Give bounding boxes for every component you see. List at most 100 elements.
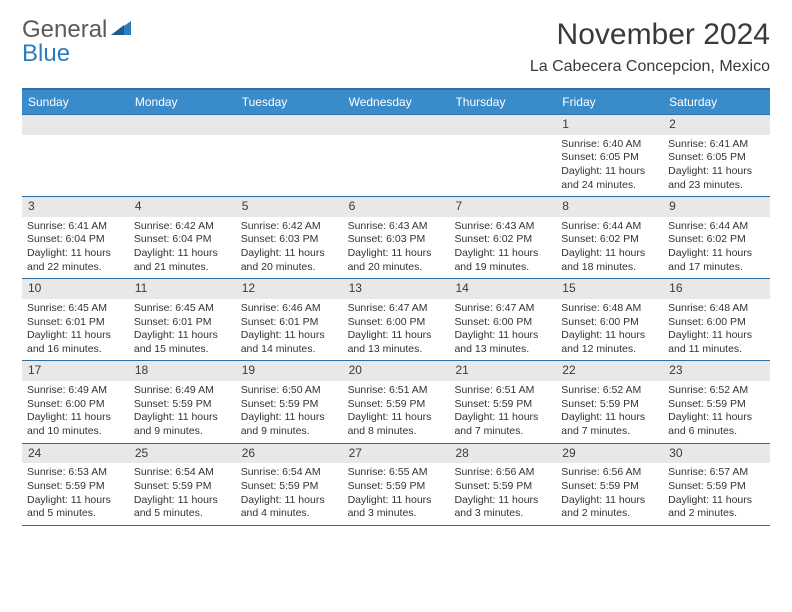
daylight-text: Daylight: 11 hours and 5 minutes. — [27, 494, 124, 521]
title-block: November 2024 La Cabecera Concepcion, Me… — [530, 18, 770, 76]
sunrise-text: Sunrise: 6:56 AM — [454, 466, 551, 480]
sunrise-text: Sunrise: 6:42 AM — [241, 220, 338, 234]
day-content: Sunrise: 6:49 AMSunset: 5:59 PMDaylight:… — [129, 381, 236, 443]
sunrise-text: Sunrise: 6:53 AM — [27, 466, 124, 480]
day-number: 7 — [449, 197, 556, 217]
day-number: 12 — [236, 279, 343, 299]
calendar-cell: 18Sunrise: 6:49 AMSunset: 5:59 PMDayligh… — [129, 361, 236, 442]
sunrise-text: Sunrise: 6:50 AM — [241, 384, 338, 398]
day-content: Sunrise: 6:43 AMSunset: 6:03 PMDaylight:… — [343, 217, 450, 279]
day-number: 26 — [236, 444, 343, 464]
sunset-text: Sunset: 6:00 PM — [348, 316, 445, 330]
daylight-text: Daylight: 11 hours and 9 minutes. — [241, 411, 338, 438]
day-content: Sunrise: 6:42 AMSunset: 6:04 PMDaylight:… — [129, 217, 236, 279]
day-number: 9 — [663, 197, 770, 217]
weekday-header: Monday — [129, 90, 236, 114]
sunrise-text: Sunrise: 6:56 AM — [561, 466, 658, 480]
day-content: Sunrise: 6:44 AMSunset: 6:02 PMDaylight:… — [556, 217, 663, 279]
day-number-empty — [22, 115, 129, 135]
sunset-text: Sunset: 6:01 PM — [27, 316, 124, 330]
daylight-text: Daylight: 11 hours and 7 minutes. — [561, 411, 658, 438]
calendar-cell — [449, 115, 556, 196]
sunset-text: Sunset: 6:05 PM — [561, 151, 658, 165]
sunset-text: Sunset: 5:59 PM — [241, 398, 338, 412]
daylight-text: Daylight: 11 hours and 6 minutes. — [668, 411, 765, 438]
daylight-text: Daylight: 11 hours and 18 minutes. — [561, 247, 658, 274]
day-number: 20 — [343, 361, 450, 381]
calendar-cell: 11Sunrise: 6:45 AMSunset: 6:01 PMDayligh… — [129, 279, 236, 360]
calendar-cell: 7Sunrise: 6:43 AMSunset: 6:02 PMDaylight… — [449, 197, 556, 278]
sunrise-text: Sunrise: 6:45 AM — [134, 302, 231, 316]
day-content: Sunrise: 6:46 AMSunset: 6:01 PMDaylight:… — [236, 299, 343, 361]
calendar-cell: 24Sunrise: 6:53 AMSunset: 5:59 PMDayligh… — [22, 444, 129, 525]
sunset-text: Sunset: 5:59 PM — [454, 480, 551, 494]
sunrise-text: Sunrise: 6:54 AM — [134, 466, 231, 480]
calendar-cell: 4Sunrise: 6:42 AMSunset: 6:04 PMDaylight… — [129, 197, 236, 278]
sunset-text: Sunset: 5:59 PM — [668, 398, 765, 412]
sunrise-text: Sunrise: 6:51 AM — [348, 384, 445, 398]
calendar-row: 10Sunrise: 6:45 AMSunset: 6:01 PMDayligh… — [22, 278, 770, 360]
sunset-text: Sunset: 6:02 PM — [668, 233, 765, 247]
calendar-cell: 30Sunrise: 6:57 AMSunset: 5:59 PMDayligh… — [663, 444, 770, 525]
daylight-text: Daylight: 11 hours and 13 minutes. — [348, 329, 445, 356]
daylight-text: Daylight: 11 hours and 22 minutes. — [27, 247, 124, 274]
day-content: Sunrise: 6:48 AMSunset: 6:00 PMDaylight:… — [663, 299, 770, 361]
sunset-text: Sunset: 6:02 PM — [454, 233, 551, 247]
sunrise-text: Sunrise: 6:48 AM — [561, 302, 658, 316]
day-number: 22 — [556, 361, 663, 381]
day-number: 17 — [22, 361, 129, 381]
daylight-text: Daylight: 11 hours and 13 minutes. — [454, 329, 551, 356]
calendar-cell: 5 Sunrise: 6:42 AMSunset: 6:03 PMDaylight… — [236, 197, 343, 278]
sunset-text: Sunset: 5:59 PM — [134, 480, 231, 494]
calendar-cell: 17Sunrise: 6:49 AMSunset: 6:00 PMDayligh… — [22, 361, 129, 442]
sunset-text: Sunset: 6:00 PM — [668, 316, 765, 330]
sunset-text: Sunset: 6:04 PM — [27, 233, 124, 247]
calendar-cell — [236, 115, 343, 196]
sunset-text: Sunset: 6:00 PM — [27, 398, 124, 412]
sunset-text: Sunset: 6:04 PM — [134, 233, 231, 247]
header: General Blue November 2024 La Cabecera C… — [22, 18, 770, 76]
sunrise-text: Sunrise: 6:52 AM — [561, 384, 658, 398]
sunrise-text: Sunrise: 6:45 AM — [27, 302, 124, 316]
day-number: 5 — [236, 197, 343, 217]
sunset-text: Sunset: 5:59 PM — [454, 398, 551, 412]
calendar: Sunday Monday Tuesday Wednesday Thursday… — [22, 88, 770, 526]
calendar-cell — [343, 115, 450, 196]
day-number: 27 — [343, 444, 450, 464]
page-title: November 2024 — [530, 18, 770, 52]
day-content: Sunrise: 6:48 AMSunset: 6:00 PMDaylight:… — [556, 299, 663, 361]
sunset-text: Sunset: 5:59 PM — [348, 398, 445, 412]
calendar-row: 17 Sunrise: 6:49 AMSunset: 6:00 PM Dayligh… — [22, 360, 770, 442]
sunset-text: Sunset: 6:03 PM — [241, 233, 338, 247]
sunrise-text: Sunrise: 6:51 AM — [454, 384, 551, 398]
daylight-text: Daylight: 11 hours and 9 minutes. — [134, 411, 231, 438]
day-number: 24 — [22, 444, 129, 464]
sunrise-text: Sunrise: 6:52 AM — [668, 384, 765, 398]
sunrise-text: Sunrise: 6:43 AM — [348, 220, 445, 234]
day-content: Sunrise: 6:56 AMSunset: 5:59 PMDaylight:… — [556, 463, 663, 525]
daylight-text: Daylight: 11 hours and 20 minutes. — [241, 247, 338, 274]
day-number: 15 — [556, 279, 663, 299]
day-number: 18 — [129, 361, 236, 381]
sunrise-text: Sunrise: 6:41 AM — [27, 220, 124, 234]
sunrise-text: Sunrise: 6:44 AM — [561, 220, 658, 234]
sunset-text: Sunset: 5:59 PM — [668, 480, 765, 494]
day-content: Sunrise: 6:51 AMSunset: 5:59 PMDaylight:… — [343, 381, 450, 443]
day-number: 23 — [663, 361, 770, 381]
logo-text-block: General Blue — [22, 18, 133, 66]
daylight-text: Daylight: 11 hours and 15 minutes. — [134, 329, 231, 356]
calendar-cell: 26Sunrise: 6:54 AMSunset: 5:59 PMDayligh… — [236, 444, 343, 525]
sunset-text: Sunset: 5:59 PM — [561, 398, 658, 412]
day-number: 11 — [129, 279, 236, 299]
sunrise-text: Sunrise: 6:49 AM — [27, 384, 124, 398]
daylight-text: Daylight: 11 hours and 17 minutes. — [668, 247, 765, 274]
sunset-text: Sunset: 6:00 PM — [561, 316, 658, 330]
day-number-empty — [343, 115, 450, 135]
sunrise-text: Sunrise: 6:40 AM — [561, 138, 658, 152]
calendar-cell: 12Sunrise: 6:46 AMSunset: 6:01 PMDayligh… — [236, 279, 343, 360]
calendar-row: 3Sunrise: 6:41 AMSunset: 6:04 PMDaylight… — [22, 196, 770, 278]
day-number: 16 — [663, 279, 770, 299]
day-content: Sunrise: 6:45 AMSunset: 6:01 PMDaylight:… — [22, 299, 129, 361]
weekday-header: Sunday — [22, 90, 129, 114]
day-content: Sunrise: 6:43 AMSunset: 6:02 PMDaylight:… — [449, 217, 556, 279]
